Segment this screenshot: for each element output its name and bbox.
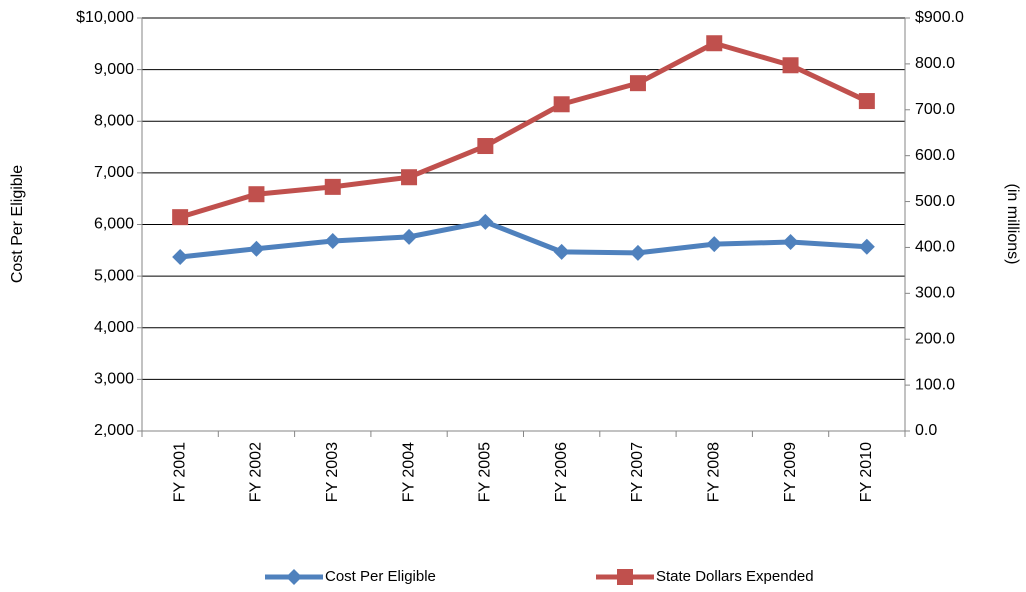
- data-point: [553, 243, 570, 260]
- x-tick-label: FY 2003: [324, 442, 341, 502]
- data-point: [324, 178, 341, 195]
- data-point: [401, 228, 418, 245]
- y2-tick-label: 200.0: [915, 330, 955, 347]
- y2-tick-label: 800.0: [915, 55, 955, 72]
- y-tick-label: $10,000: [76, 9, 134, 26]
- data-point: [477, 213, 494, 230]
- y2-tick-label: 500.0: [915, 193, 955, 210]
- x-tick-label: FY 2006: [553, 442, 570, 502]
- data-point: [477, 138, 494, 155]
- legend-label: State Dollars Expended: [656, 568, 814, 585]
- x-tick-label: FY 2002: [248, 442, 265, 502]
- data-point: [629, 75, 646, 92]
- data-point: [172, 209, 189, 226]
- x-tick-label: FY 2005: [477, 442, 494, 502]
- x-tick-label: FY 2008: [705, 442, 722, 502]
- data-point: [401, 169, 418, 186]
- data-point: [858, 93, 875, 110]
- legend-marker: [617, 569, 633, 585]
- y-tick-label: 9,000: [94, 61, 134, 78]
- y2-tick-label: 600.0: [915, 147, 955, 164]
- series-line: [179, 40, 868, 220]
- y2-tick-label: 700.0: [915, 101, 955, 118]
- y-tick-label: 6,000: [94, 216, 134, 233]
- y-tick-label: 4,000: [94, 319, 134, 336]
- data-point: [706, 35, 723, 52]
- legend-marker: [286, 569, 302, 585]
- x-tick-label: FY 2004: [400, 442, 417, 502]
- data-point: [172, 249, 189, 266]
- y2-tick-label: $900.0: [915, 9, 964, 26]
- data-point: [706, 236, 723, 253]
- y-tick-label: 5,000: [94, 267, 134, 284]
- legend-label: Cost Per Eligible: [325, 568, 436, 585]
- y-tick-label: 2,000: [94, 422, 134, 439]
- data-point: [782, 234, 799, 251]
- data-point: [553, 96, 570, 113]
- series-line: [179, 219, 868, 260]
- data-point: [629, 244, 646, 261]
- y2-tick-label: 300.0: [915, 285, 955, 302]
- y2-axis-label: (in millions): [1004, 184, 1021, 265]
- x-tick-label: FY 2009: [782, 442, 799, 502]
- x-tick-label: FY 2001: [171, 442, 188, 502]
- x-tick-label: FY 2010: [858, 442, 875, 502]
- data-point: [248, 186, 265, 203]
- y2-tick-label: 0.0: [915, 422, 937, 439]
- data-point: [782, 57, 799, 74]
- y2-tick-label: 100.0: [915, 376, 955, 393]
- data-point: [858, 238, 875, 255]
- y-tick-label: 7,000: [94, 164, 134, 181]
- y-tick-label: 3,000: [94, 371, 134, 388]
- x-tick-label: FY 2007: [629, 442, 646, 502]
- y-axis-label: Cost Per Eligible: [9, 165, 26, 283]
- y-tick-label: 8,000: [94, 112, 134, 129]
- data-point: [324, 233, 341, 250]
- y2-tick-label: 400.0: [915, 239, 955, 256]
- data-point: [248, 240, 265, 257]
